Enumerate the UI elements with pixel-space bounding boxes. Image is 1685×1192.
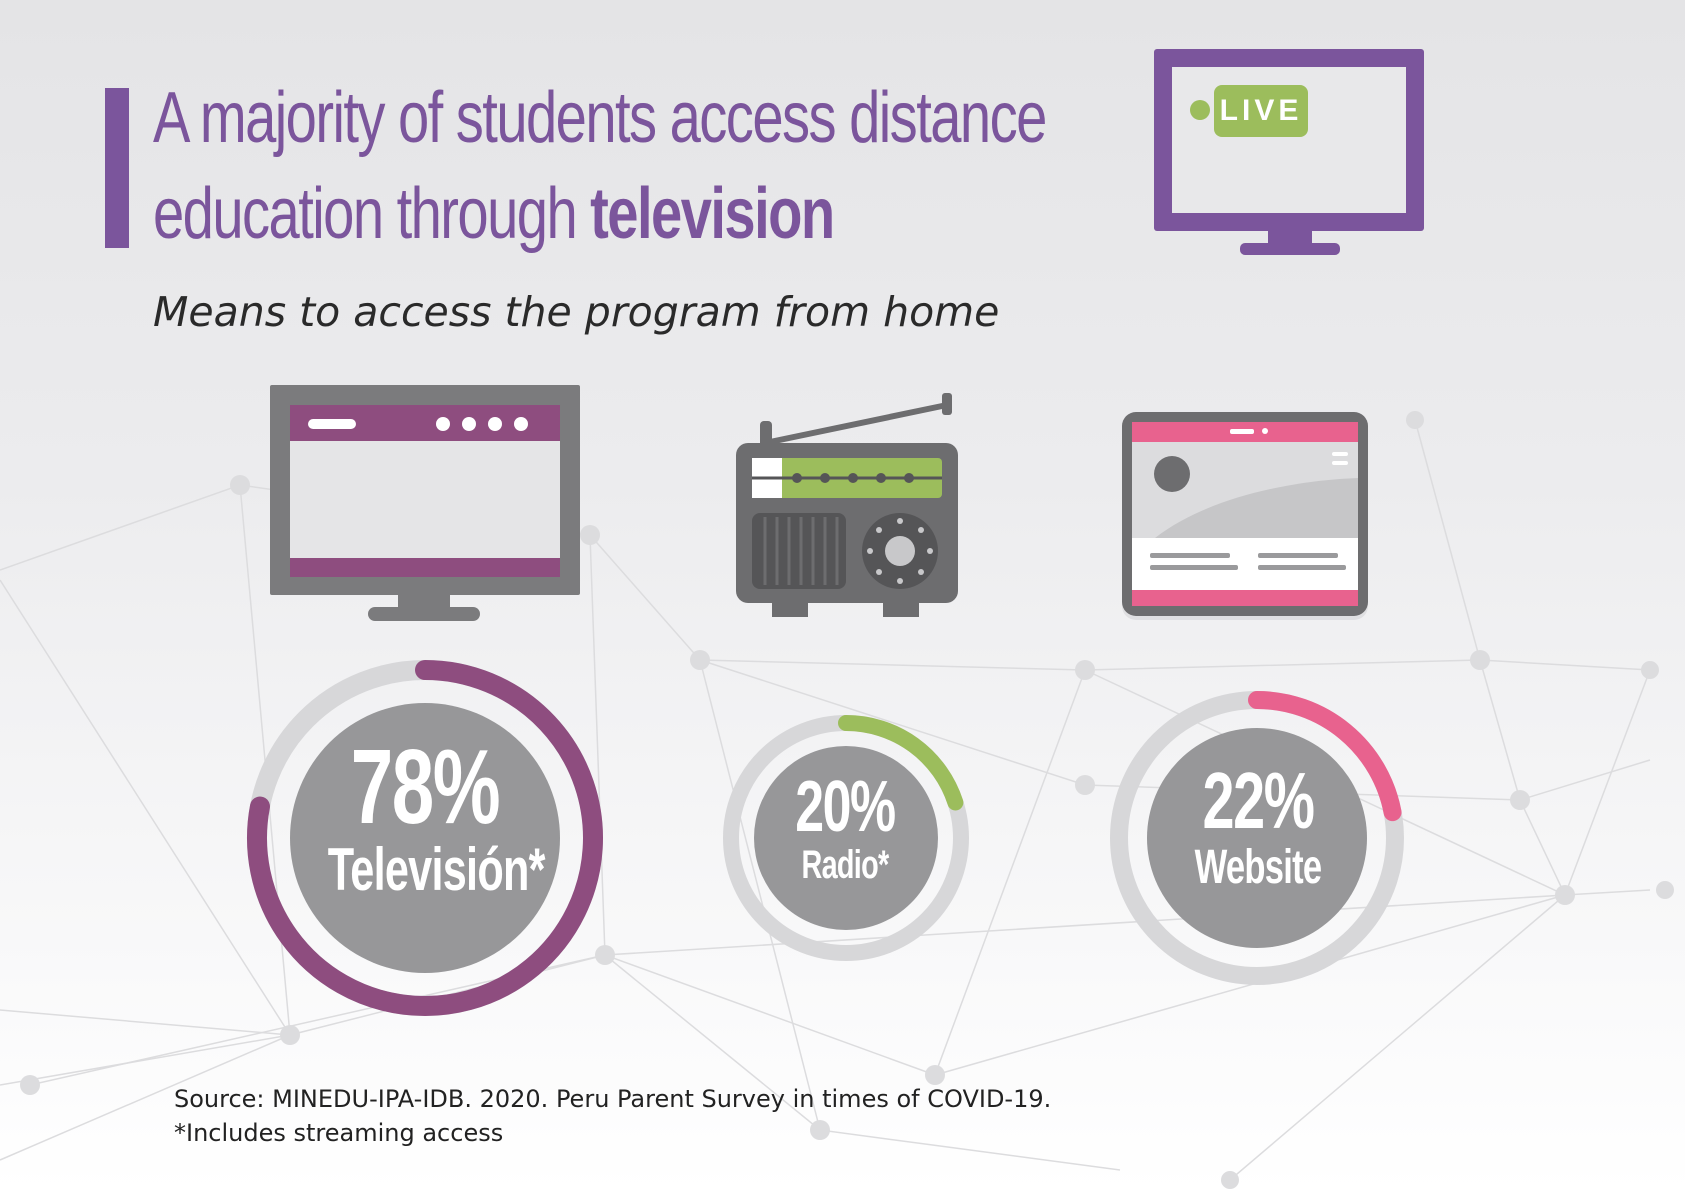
radio-center-disc — [754, 746, 938, 930]
value-label: 20% — [795, 767, 896, 847]
television-value-arc — [247, 660, 603, 1016]
title-line-1: A majority of students access distance — [153, 78, 1047, 158]
category-label: Televisión* — [327, 836, 546, 903]
live-badge: LIVE — [1220, 94, 1303, 127]
tv-icon: LIVE — [1154, 49, 1424, 255]
category-label: Website — [1194, 841, 1323, 894]
title-line-2: education through — [153, 174, 591, 254]
value-label: 22% — [1202, 756, 1315, 845]
title-highlight: television — [590, 174, 835, 254]
source-citation: Source: MINEDU-IPA-IDB. 2020. Peru Paren… — [174, 1085, 1052, 1113]
gauge-website — [1110, 691, 1404, 985]
label-television: 78% Televisión* — [290, 728, 560, 903]
tablet-icon — [1122, 412, 1368, 620]
television-icon — [270, 385, 580, 621]
website-center-disc — [1147, 728, 1367, 948]
radio-icon — [736, 393, 958, 617]
category-label: Radio* — [801, 843, 890, 887]
television-center-disc — [290, 703, 560, 973]
value-label: 78% — [350, 728, 501, 846]
label-website: 22% Website — [1148, 760, 1368, 894]
footnote: *Includes streaming access — [174, 1119, 504, 1147]
subtitle: Means to access the program from home — [153, 288, 1000, 336]
page-title: A majority of students access distance e… — [153, 70, 1047, 262]
label-radio: 20% Radio* — [745, 770, 945, 886]
title-accent-bar — [105, 88, 129, 248]
gauge-television — [247, 660, 603, 1016]
radio-value-arc — [838, 715, 964, 811]
source-note: Source: MINEDU-IPA-IDB. 2020. Peru Paren… — [174, 1082, 1051, 1150]
gauge-radio — [723, 715, 969, 961]
website-value-arc — [1248, 691, 1402, 822]
